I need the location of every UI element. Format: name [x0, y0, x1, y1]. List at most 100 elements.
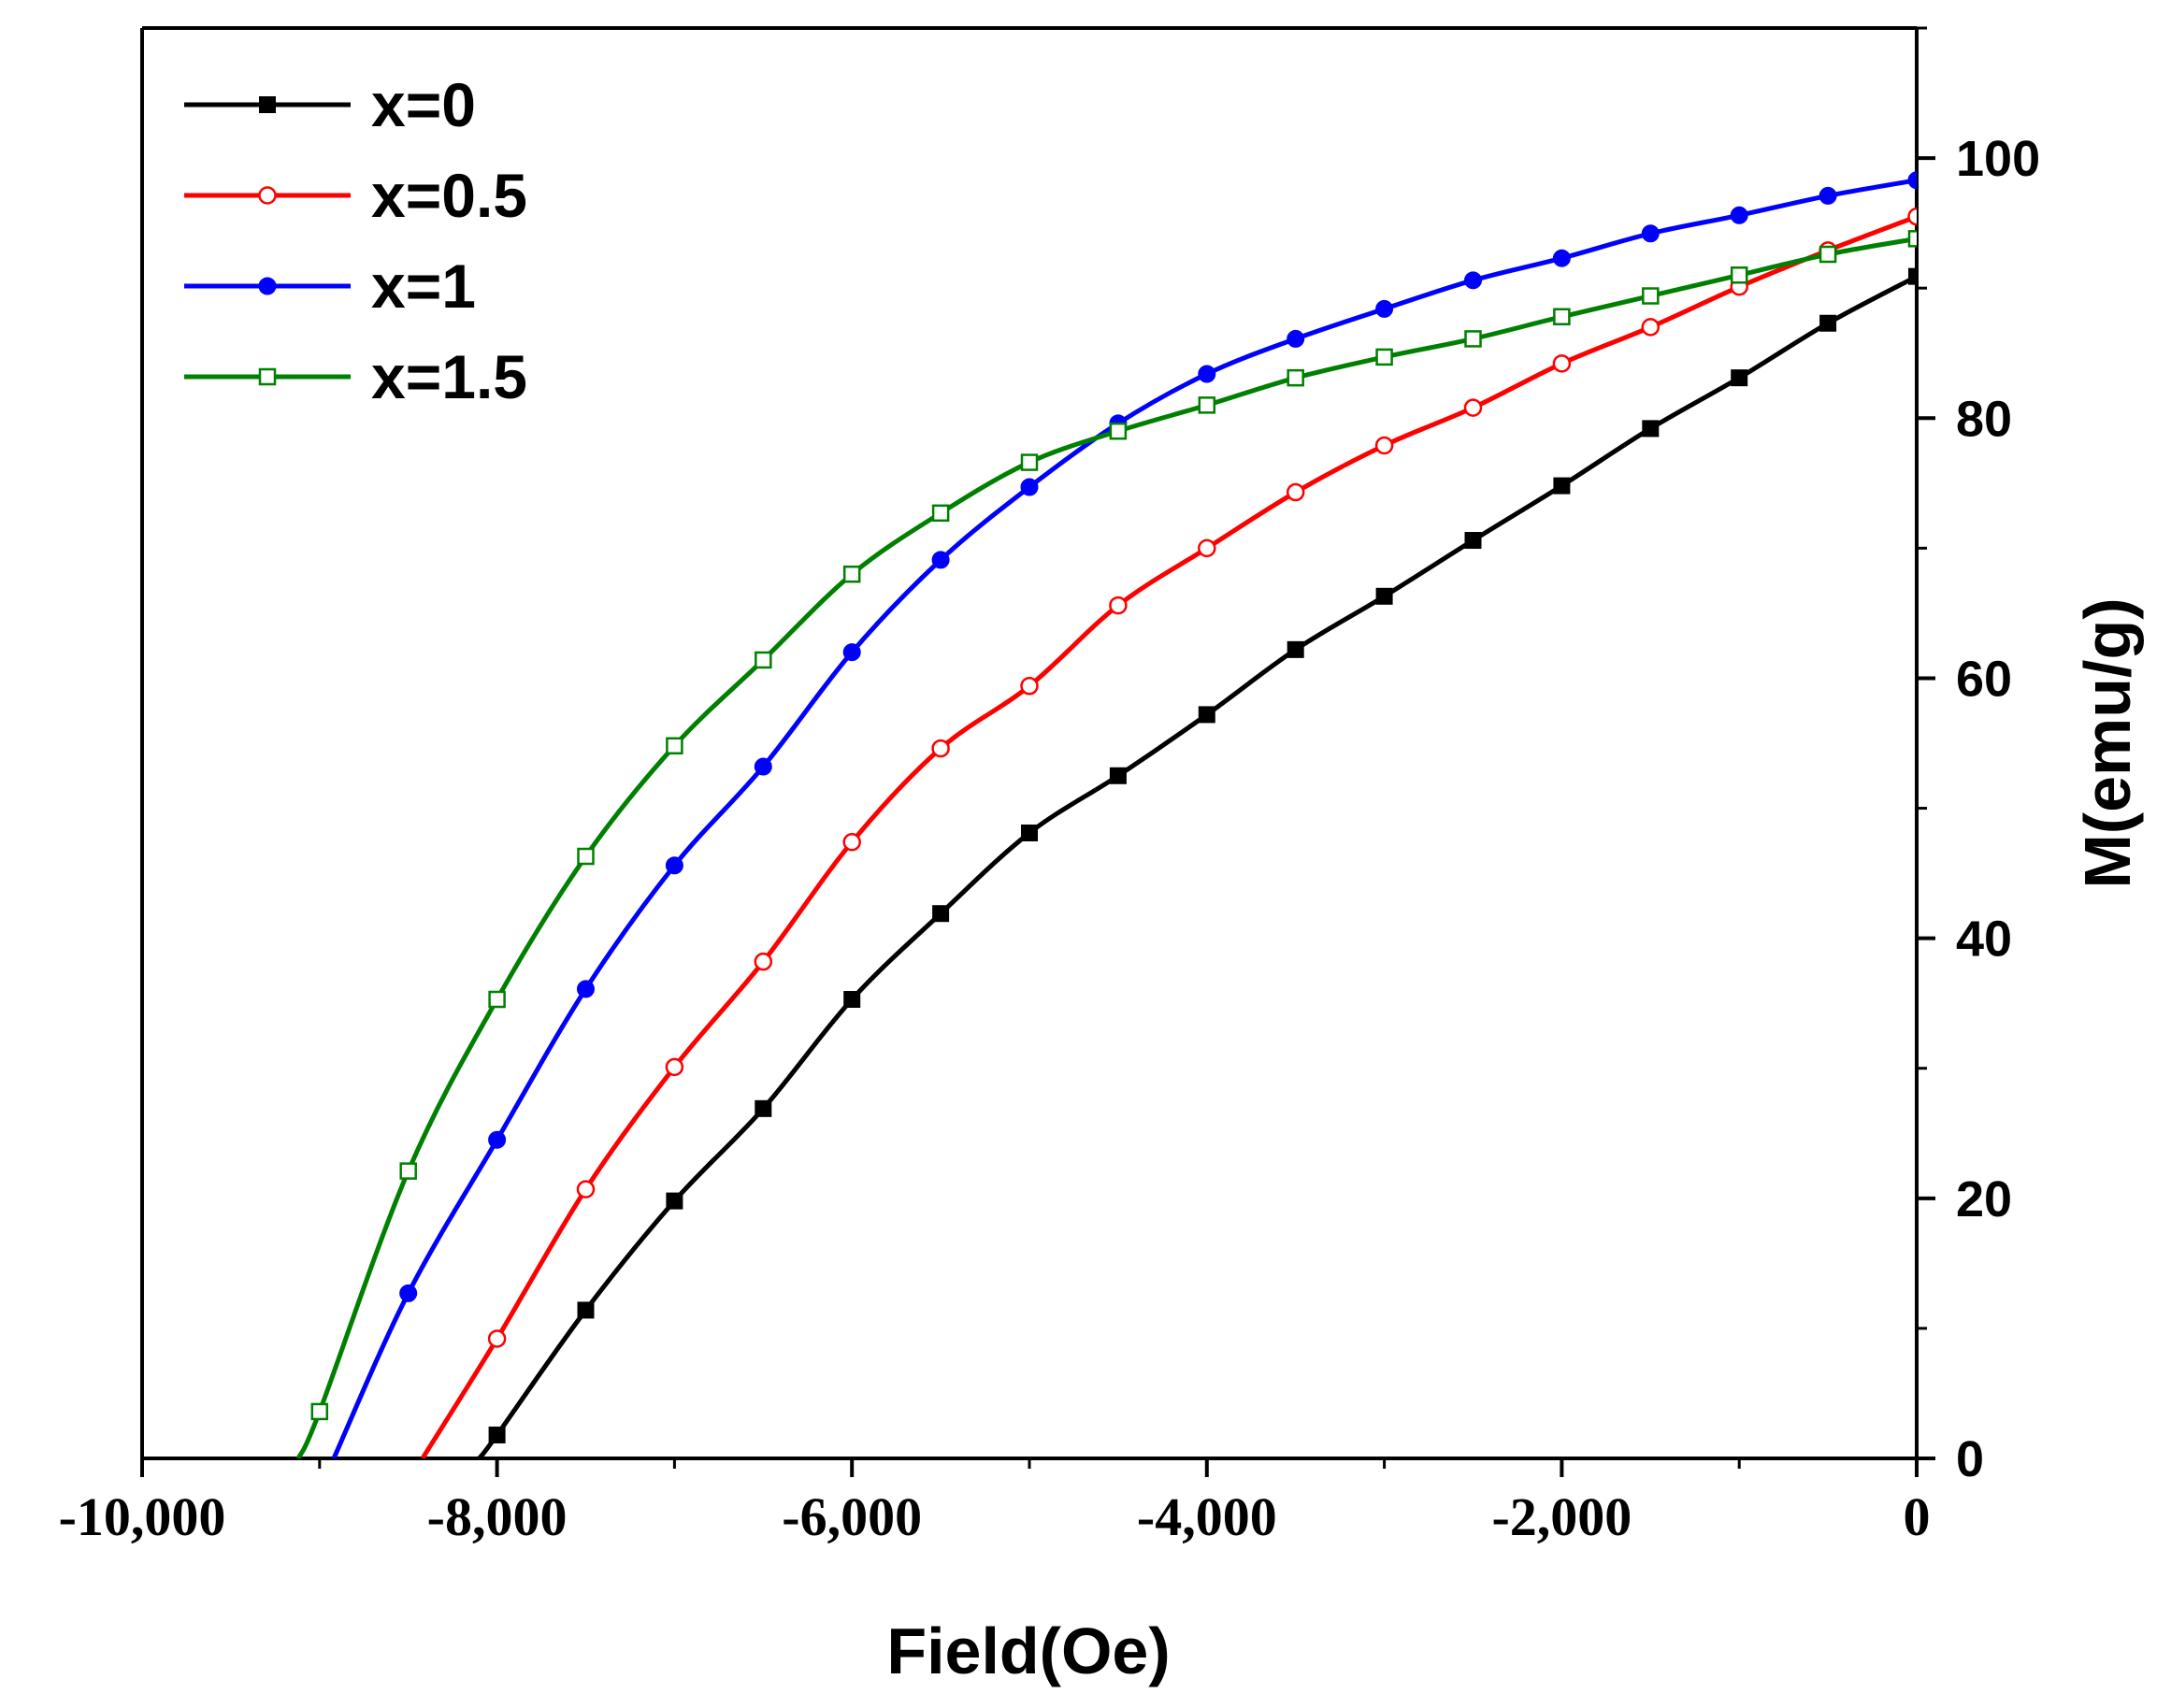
data-point: [932, 905, 950, 923]
data-point: [1463, 398, 1483, 417]
axes: -10,000 -8,000 -6,000 -4,000 -2,000 00 20 40 60 8…: [59, 26, 2040, 1547]
legend-swatch-marker: [258, 186, 277, 205]
data-point: [1198, 396, 1216, 414]
data-point: [1907, 230, 1917, 248]
data-point: [488, 990, 506, 1009]
data-point: [487, 1329, 507, 1348]
data-point: [1641, 224, 1660, 243]
data-point: [1730, 206, 1748, 224]
data-point: [1464, 271, 1482, 290]
x-tick-label: -8,000: [427, 1486, 568, 1547]
data-point: [1375, 299, 1394, 318]
data-point: [399, 1284, 418, 1302]
data-point: [1730, 266, 1748, 284]
legend-label: x=1.5: [371, 342, 527, 411]
series-line: [295, 236, 1917, 1458]
series-x=0.5: [420, 207, 1917, 1458]
data-point: [665, 1057, 684, 1077]
data-point: [576, 1180, 596, 1198]
y-tick-label: 20: [1956, 1171, 2012, 1227]
legend-swatch-marker: [258, 367, 277, 386]
y-tick-label: 80: [1956, 391, 2012, 447]
data-point: [1287, 368, 1304, 387]
data-point: [1198, 706, 1215, 724]
legend-item: x=1: [184, 251, 476, 321]
legend-item: x=1.5: [184, 342, 527, 411]
legend-label: x=0.5: [371, 161, 527, 230]
data-point: [577, 847, 595, 866]
data-point: [1286, 482, 1305, 502]
data-point: [842, 565, 861, 583]
data-point: [1109, 767, 1127, 784]
data-point: [1464, 532, 1482, 550]
data-point: [1731, 369, 1748, 387]
data-point: [754, 757, 772, 776]
data-point: [1553, 477, 1571, 495]
data-point: [1375, 587, 1393, 605]
data-point: [665, 856, 683, 875]
data-point: [1641, 318, 1661, 337]
data-point: [1552, 249, 1571, 267]
data-point: [754, 952, 773, 971]
legend-label: x=0: [371, 70, 476, 139]
data-point: [310, 1402, 329, 1421]
data-point: [1020, 478, 1039, 496]
series-x=1.5: [295, 230, 1917, 1458]
series-x=0: [477, 267, 1917, 1458]
data-point: [1021, 824, 1038, 841]
data-point: [1198, 365, 1216, 383]
legend-swatch-marker: [258, 277, 277, 295]
legend: x=0 x=0.5 x=1 x=1.5: [184, 70, 527, 411]
data-point: [1552, 354, 1572, 373]
y-axis-title: M(emu/g): [2071, 597, 2144, 888]
data-point: [1109, 422, 1128, 440]
data-point: [1642, 287, 1660, 305]
data-point: [1020, 453, 1039, 471]
data-point: [755, 1099, 772, 1117]
data-point: [1374, 436, 1394, 455]
data-point: [1287, 329, 1305, 348]
data-point: [843, 991, 861, 1009]
x-tick-label: -6,000: [782, 1486, 922, 1547]
data-point: [1287, 640, 1304, 658]
legend-item: x=0.5: [184, 161, 527, 230]
series-line: [331, 178, 1917, 1458]
data-point: [1907, 207, 1917, 226]
data-point: [1819, 186, 1837, 205]
x-axis-title: Field(Oe): [886, 1615, 1170, 1687]
data-point: [399, 1162, 417, 1180]
data-point: [1198, 538, 1216, 558]
y-tick-label: 100: [1956, 131, 2040, 187]
y-tick-label: 40: [1956, 911, 2012, 968]
data-point: [842, 832, 861, 852]
data-point: [1109, 596, 1128, 615]
data-point: [666, 1192, 683, 1210]
data-point: [1375, 348, 1393, 366]
data-point: [931, 739, 950, 758]
data-point: [931, 504, 950, 523]
legend-item: x=0: [184, 70, 476, 139]
data-point: [1464, 330, 1482, 348]
data-point: [931, 551, 950, 569]
data-point: [1819, 245, 1837, 264]
data-point: [842, 643, 861, 662]
data-point: [577, 980, 595, 998]
data-point: [666, 737, 683, 755]
series-x=1: [331, 171, 1917, 1458]
series-layer: [295, 171, 1917, 1458]
data-point: [488, 1130, 507, 1149]
x-tick-label: -2,000: [1491, 1486, 1632, 1547]
x-tick-label: 0: [1904, 1486, 1931, 1547]
x-tick-label: -10,000: [59, 1486, 226, 1547]
legend-swatch-marker: [259, 96, 276, 113]
data-point: [1020, 677, 1039, 696]
data-point: [755, 651, 772, 669]
y-tick-label: 0: [1956, 1431, 1984, 1487]
legend-label: x=1: [371, 251, 476, 321]
x-tick-label: -4,000: [1137, 1486, 1277, 1547]
data-point: [1642, 420, 1660, 438]
data-point: [488, 1426, 506, 1443]
data-point: [1908, 267, 1917, 285]
data-point: [1819, 314, 1837, 332]
